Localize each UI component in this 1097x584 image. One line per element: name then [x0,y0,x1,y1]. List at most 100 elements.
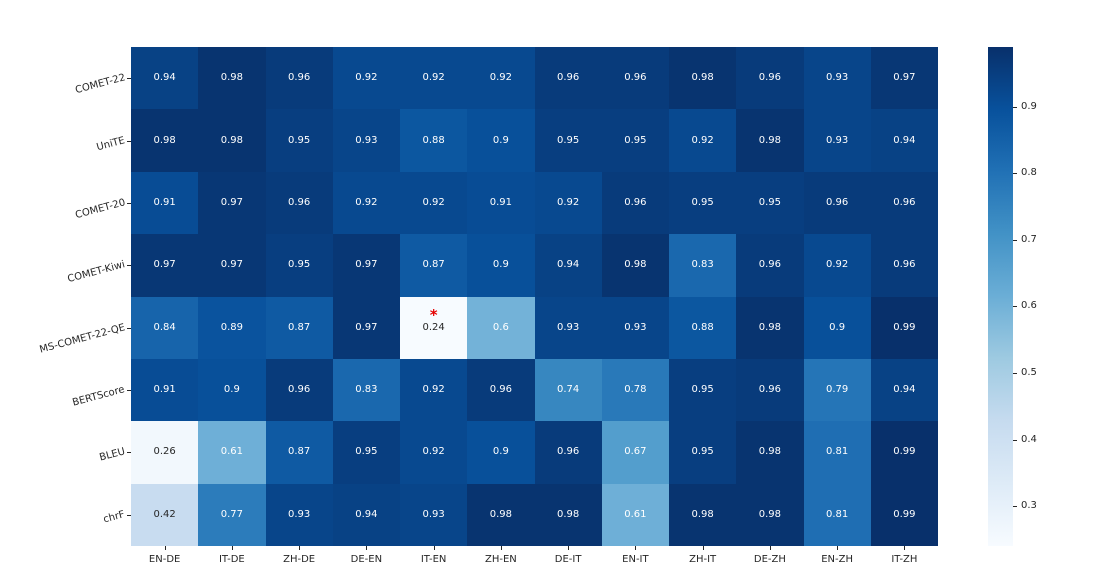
cell-value: 0.93 [422,508,445,520]
cell-value: 0.98 [220,134,243,146]
cell-value: 0.98 [624,259,647,271]
cell-value: 0.94 [893,384,916,396]
heatmap-cell-COMET-22-DE-EN: 0.92 [332,47,400,110]
heatmap-cell-chrF-ZH-EN: 0.98 [467,483,535,546]
colorbar-tick-mark [1013,239,1017,241]
cell-value: 0.92 [556,196,580,208]
colorbar [988,47,1013,546]
row-label-MS-COMET-22-QE: MS-COMET-22-QE [38,321,127,356]
heatmap-cell-MS-COMET-22-QE-EN-DE: 0.84 [131,296,199,359]
heatmap-cell-COMET-Kiwi-ZH-DE: 0.95 [265,234,333,297]
heatmap-cell-chrF-EN-DE: 0.42 [131,483,199,546]
row-label-UniTE: UniTE [95,134,127,153]
y-tick-mark [127,327,131,329]
heatmap-cell-UniTE-ZH-IT: 0.92 [669,109,737,172]
heatmap-cell-COMET-20-EN-IT: 0.96 [601,171,669,235]
cell-value: 0.95 [556,134,580,146]
heatmap-cell-COMET-22-DE-IT: 0.96 [534,47,602,110]
cell-value: 0.84 [153,321,176,333]
cell-value: 0.61 [220,446,243,458]
x-tick-mark [500,546,502,550]
row-label-BLEU: BLEU [98,446,127,465]
heatmap-cell-COMET-Kiwi-IT-DE: 0.97 [198,234,266,297]
heatmap-cell-MS-COMET-22-QE-EN-IT: 0.93 [601,296,669,359]
colorbar-tick-mark [1013,306,1017,308]
x-tick-mark [904,546,906,550]
cell-value: 0.94 [556,259,580,271]
heatmap-cell-chrF-IT-DE: 0.77 [198,483,266,546]
heatmap-cell-BLEU-DE-IT: 0.96 [534,421,602,484]
x-tick-mark [366,546,368,550]
row-label-COMET-20: COMET-20 [73,197,127,222]
cell-value: 0.88 [422,134,445,146]
col-label-IT-DE: IT-DE [218,554,245,565]
heatmap-cell-BLEU-IT-EN: 0.92 [400,421,468,484]
cell-value: 0.42 [153,508,176,520]
cell-value: 0.9 [492,259,509,271]
cell-value: 0.83 [691,259,714,271]
heatmap-cell-COMET-20-DE-EN: 0.92 [332,171,400,235]
heatmap-cell-BLEU-ZH-IT: 0.95 [669,421,737,484]
cell-value: 0.95 [624,134,647,146]
cell-value: 0.96 [489,384,512,396]
col-label-EN-IT: EN-IT [622,554,649,565]
cell-value: 0.96 [825,196,849,208]
heatmap-cell-COMET-20-IT-EN: 0.92 [400,171,468,235]
heatmap-grid: 0.94 0.98 0.96 0.92 0.92 0.92 0.96 0.96 0.98 0.96… [131,47,938,546]
cell-value: 0.74 [556,384,580,396]
heatmap-cell-BLEU-IT-DE: 0.61 [198,421,266,484]
heatmap-cell-COMET-Kiwi-IT-ZH: 0.96 [870,234,938,297]
heatmap-cell-chrF-IT-EN: 0.93 [400,483,468,546]
heatmap-cell-COMET-20-ZH-IT: 0.95 [669,171,737,235]
cell-value: 0.93 [825,134,849,146]
cell-value: 0.92 [422,446,445,458]
cell-value: 0.95 [287,259,311,271]
heatmap-cell-chrF-IT-ZH: 0.99 [870,483,938,546]
cell-value: 0.97 [893,72,916,84]
heatmap-cell-BERTScore-IT-DE: 0.9 [198,358,266,422]
colorbar-tick-mark [1013,506,1017,508]
heatmap-cell-COMET-22-EN-DE: 0.94 [131,47,199,110]
cell-value: 0.93 [624,321,647,333]
colorbar-tick-mark [1013,439,1017,441]
cell-value: 0.96 [556,446,580,458]
heatmap-cell-BLEU-DE-EN: 0.95 [332,421,400,484]
cell-value: 0.96 [893,259,916,271]
heatmap-cell-BLEU-EN-ZH: 0.81 [803,421,871,484]
x-tick-mark [433,546,435,550]
heatmap-cell-BERTScore-ZH-DE: 0.96 [265,358,333,422]
heatmap-cell-COMET-Kiwi-DE-ZH: 0.96 [736,234,804,297]
col-label-ZH-IT: ZH-IT [689,554,717,565]
heatmap-cell-COMET-22-ZH-DE: 0.96 [265,47,333,110]
heatmap-cell-COMET-Kiwi-DE-EN: 0.97 [332,234,400,297]
cell-value: 0.6 [492,321,509,333]
cell-value: 0.98 [153,134,176,146]
cell-value: 0.97 [220,259,243,271]
y-tick-mark [127,390,131,392]
heatmap-cell-COMET-Kiwi-DE-IT: 0.94 [534,234,602,297]
cell-value: 0.96 [758,72,781,84]
heatmap-cell-MS-COMET-22-QE-ZH-EN: 0.6 [467,296,535,359]
heatmap-cell-chrF-DE-IT: 0.98 [534,483,602,546]
cell-value: 0.88 [691,321,714,333]
cell-value: 0.94 [355,508,378,520]
heatmap-cell-UniTE-ZH-EN: 0.9 [467,109,535,172]
heatmap-cell-BERTScore-ZH-EN: 0.96 [467,358,535,422]
heatmap-cell-COMET-Kiwi-ZH-IT: 0.83 [669,234,737,297]
heatmap-cell-COMET-20-IT-DE: 0.97 [198,171,266,235]
x-tick-mark [568,546,570,550]
heatmap-cell-UniTE-IT-EN: 0.88 [400,109,468,172]
cell-value: 0.96 [758,384,781,396]
cell-value: 0.92 [355,72,378,84]
heatmap-cell-COMET-20-ZH-DE: 0.96 [265,171,333,235]
heatmap-cell-MS-COMET-22-QE-ZH-DE: 0.87 [265,296,333,359]
cell-value: 0.98 [489,508,512,520]
cell-value: 0.98 [758,134,781,146]
heatmap-cell-UniTE-ZH-DE: 0.95 [265,109,333,172]
cell-value: 0.92 [825,259,849,271]
heatmap-cell-BLEU-IT-ZH: 0.99 [870,421,938,484]
colorbar-tick-label-0.4: 0.4 [1021,433,1037,445]
heatmap-cell-BLEU-DE-ZH: 0.98 [736,421,804,484]
cell-value: 0.95 [691,384,714,396]
